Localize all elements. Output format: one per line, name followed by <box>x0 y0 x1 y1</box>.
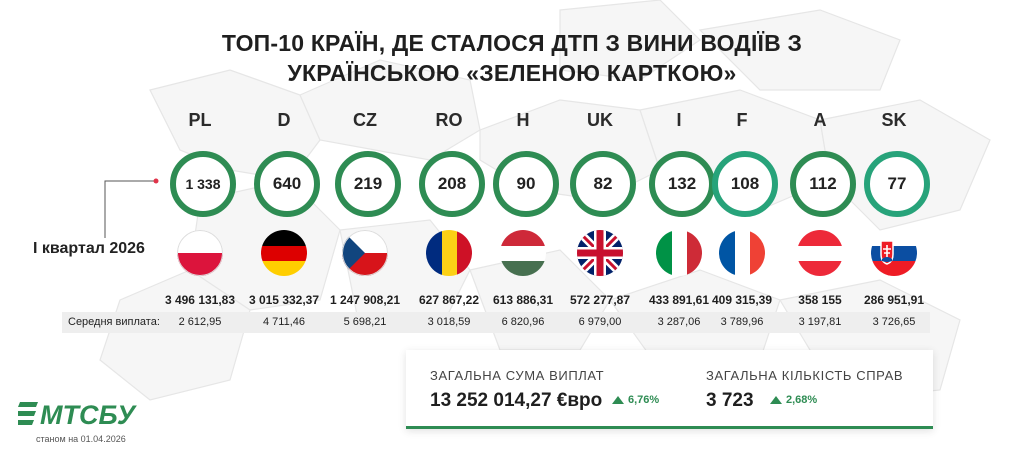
as-of-date: станом на 01.04.2026 <box>36 434 126 444</box>
romania-flag-icon <box>426 230 472 276</box>
payout-amount: 1 247 908,21 <box>329 293 401 307</box>
country-code: UK <box>587 110 613 130</box>
country-code: CZ <box>353 110 377 130</box>
average-payout-bar <box>62 312 930 333</box>
germany-flag-icon <box>261 230 307 276</box>
total-cases-value: 3 723 <box>706 390 754 411</box>
country-code: RO <box>435 110 463 130</box>
average-payout-value: 3 197,81 <box>798 316 842 328</box>
total-payout-label: ЗАГАЛЬНА СУМА ВИПЛАТ <box>430 368 605 383</box>
total-payout-change: 6,76% <box>628 394 660 406</box>
average-payout-value: 3 018,59 <box>427 316 471 328</box>
title-line-2: УКРАЇНСЬКОЮ «ЗЕЛЕНОЮ КАРТКОЮ» <box>287 60 737 86</box>
period-label: I квартал 2026 <box>33 240 145 257</box>
france-flag-icon <box>719 230 765 276</box>
payout-amount: 286 951,91 <box>863 293 925 307</box>
total-cases-label: ЗАГАЛЬНА КІЛЬКІСТЬ СПРАВ <box>706 368 904 383</box>
cases-circle: 108 <box>712 151 778 217</box>
increase-arrow-icon <box>612 396 624 404</box>
average-payout-value: 6 979,00 <box>578 316 622 328</box>
average-payout-value: 3 789,96 <box>720 316 764 328</box>
czechia-flag-icon <box>342 230 388 276</box>
average-payout-value: 3 726,65 <box>872 316 916 328</box>
payout-amount: 572 277,87 <box>569 293 631 307</box>
payout-amount: 3 496 131,83 <box>164 293 236 307</box>
payout-amount: 433 891,61 <box>648 293 710 307</box>
average-payout-value: 4 711,46 <box>262 316 305 328</box>
uk-flag-icon <box>577 230 623 276</box>
cases-circle: 1 338 <box>170 151 236 217</box>
average-payout-value: 5 698,21 <box>343 316 387 328</box>
cases-circle: 112 <box>790 151 856 217</box>
country-code: F <box>736 110 748 130</box>
payout-amount: 358 155 <box>798 293 842 307</box>
cases-circle: 219 <box>335 151 401 217</box>
cases-circle: 82 <box>570 151 636 217</box>
hungary-flag-icon <box>500 230 546 276</box>
italy-flag-icon <box>656 230 702 276</box>
payout-amount: 627 867,22 <box>418 293 480 307</box>
increase-arrow-icon <box>770 396 782 404</box>
payout-amount: 613 886,31 <box>492 293 554 307</box>
cases-circle: 90 <box>493 151 559 217</box>
title-line-1: ТОП-10 КРАЇН, ДЕ СТАЛОСЯ ДТП З ВИНИ ВОДІ… <box>221 30 803 56</box>
country-code: D <box>277 110 291 130</box>
mtsbu-logo: МТСБУ <box>18 400 137 430</box>
payout-amount: 409 315,39 <box>711 293 773 307</box>
cases-circle: 132 <box>649 151 715 217</box>
country-code: H <box>516 110 530 130</box>
summary-card: ЗАГАЛЬНА СУМА ВИПЛАТ 13 252 014,27 €вро … <box>406 350 933 429</box>
country-code: SK <box>881 110 907 130</box>
poland-flag-icon <box>177 230 223 276</box>
slovakia-flag-icon <box>871 230 917 276</box>
country-code: PL <box>188 110 212 130</box>
country-code: I <box>676 110 682 130</box>
cases-circle: 208 <box>419 151 485 217</box>
page-title: ТОП-10 КРАЇН, ДЕ СТАЛОСЯ ДТП З ВИНИ ВОДІ… <box>0 28 1024 88</box>
cases-circle: 77 <box>864 151 930 217</box>
payout-amount: 3 015 332,37 <box>248 293 320 307</box>
logo-text: МТСБУ <box>40 400 137 430</box>
average-payout-value: 2 612,95 <box>178 316 222 328</box>
country-code: A <box>813 110 827 130</box>
cases-circle: 640 <box>254 151 320 217</box>
total-payout-value: 13 252 014,27 €вро <box>430 390 603 411</box>
average-payout-label: Середня виплата: <box>68 316 160 328</box>
total-cases-change: 2,68% <box>786 394 818 406</box>
average-payout-value: 6 820,96 <box>501 316 545 328</box>
average-payout-value: 3 287,06 <box>657 316 701 328</box>
austria-flag-icon <box>797 230 843 276</box>
